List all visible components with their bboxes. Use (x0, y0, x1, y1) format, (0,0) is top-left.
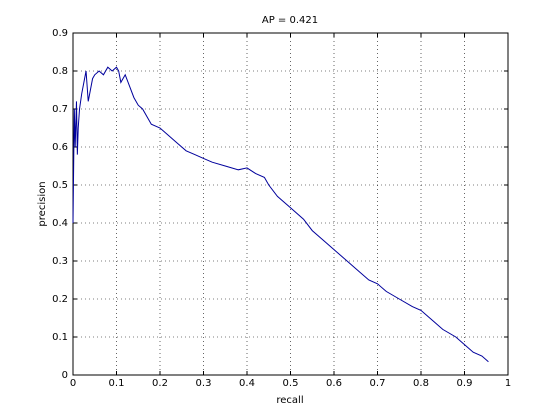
y-tick-label: 0.1 (52, 332, 68, 343)
x-tick-label: 0 (70, 378, 76, 389)
y-tick-label: 0.8 (52, 66, 68, 77)
y-tick-label: 0 (62, 370, 68, 381)
plot-frame (72, 32, 509, 376)
y-tick-label: 0.9 (52, 28, 68, 39)
y-axis-label: precision (37, 181, 48, 226)
pr-curve (72, 66, 489, 363)
y-tick-label: 0.4 (52, 218, 68, 229)
x-tick-label: 0.5 (283, 378, 299, 389)
x-tick-label: 0.2 (152, 378, 168, 389)
x-tick-label: 0.4 (239, 378, 255, 389)
x-tick-label: 0.9 (457, 378, 473, 389)
y-tick-label: 0.5 (52, 180, 68, 191)
x-tick-label: 0.6 (326, 378, 342, 389)
x-tick-label: 0.1 (109, 378, 125, 389)
y-tick-label: 0.3 (52, 256, 68, 267)
y-tick-label: 0.6 (52, 142, 68, 153)
x-tick-label: 1 (505, 378, 511, 389)
x-tick-label: 0.3 (196, 378, 212, 389)
x-tick-label: 0.8 (413, 378, 429, 389)
y-tick-label: 0.2 (52, 294, 68, 305)
y-tick-label: 0.7 (52, 104, 68, 115)
chart-title: AP = 0.421 (262, 15, 318, 26)
x-axis-label: recall (276, 395, 303, 406)
x-tick-label: 0.7 (370, 378, 386, 389)
